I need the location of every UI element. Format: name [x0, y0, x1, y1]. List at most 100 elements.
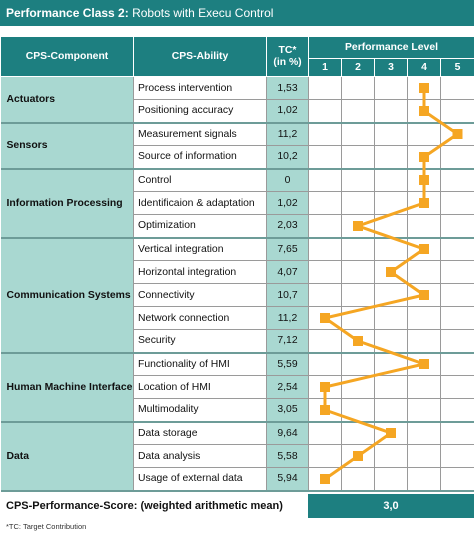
level-cell: [341, 76, 375, 100]
level-cell: [374, 168, 408, 192]
tc-cell: 4,07: [266, 260, 309, 284]
level-cell: [308, 375, 342, 399]
ability-cell: Location of HMI: [133, 375, 267, 399]
level-cell: [374, 329, 408, 354]
level-cell: [374, 122, 408, 146]
tc-cell: 7,12: [266, 329, 309, 354]
table-row: Communication Systems Vertical integratio…: [0, 237, 474, 354]
component-cell: Human Machine Interface: [0, 352, 134, 423]
level-cell: [374, 375, 408, 399]
level-cell: [440, 145, 474, 170]
level-cell: [440, 99, 474, 124]
level-cell: [374, 398, 408, 423]
level-cell: [341, 329, 375, 354]
level-cell: [308, 99, 342, 124]
tc-cell: 5,58: [266, 444, 309, 468]
level-cell: [407, 467, 441, 492]
col-ability-header: CPS-Ability: [133, 36, 267, 77]
level-cell: [440, 306, 474, 330]
level-cell: [407, 444, 441, 468]
level-cell: [407, 237, 441, 261]
level-cell: [308, 398, 342, 423]
level-cell: [440, 375, 474, 399]
level-cell: [341, 122, 375, 146]
level-cell: [341, 375, 375, 399]
level-cell: [374, 76, 408, 100]
level-cell: [308, 76, 342, 100]
performance-table: CPS-Component CPS-Ability TC* (in %) Per…: [0, 36, 474, 492]
level-cell: [374, 283, 408, 307]
tc-cell: 10,2: [266, 145, 309, 170]
level-cell: [341, 306, 375, 330]
table-row: Information Processing Control 0: [0, 168, 474, 239]
level-cell: [308, 467, 342, 492]
level-cell: [440, 352, 474, 376]
level-cell: [308, 329, 342, 354]
level-cell: [407, 329, 441, 354]
tc-cell: 9,64: [266, 421, 309, 445]
table-row: Sensors Measurement signals 11,2: [0, 122, 474, 170]
ability-cell: Measurement signals: [133, 122, 267, 146]
level-cell: [440, 398, 474, 423]
level-cell: [407, 375, 441, 399]
table-row: Data Data storage 9,64: [0, 421, 474, 492]
level-cell: [407, 99, 441, 124]
level-cell: [440, 444, 474, 468]
level-cell: [407, 191, 441, 215]
level-cell: [341, 467, 375, 492]
level-cell: [440, 237, 474, 261]
tc-cell: 5,59: [266, 352, 309, 376]
level-cell: [407, 352, 441, 376]
ability-cell: Network connection: [133, 306, 267, 330]
level-cell: [440, 214, 474, 239]
tc-cell: 11,2: [266, 122, 309, 146]
level-cell: [440, 467, 474, 492]
tc-cell: 1,02: [266, 99, 309, 124]
level-cell: [374, 467, 408, 492]
level-cell: [407, 398, 441, 423]
level-cell: [308, 306, 342, 330]
col-component-header: CPS-Component: [0, 36, 134, 77]
level-cell: [341, 260, 375, 284]
component-cell: Data: [0, 421, 134, 492]
col-tc-header: TC* (in %): [266, 36, 309, 77]
table-row: Human Machine Interface Functionality of …: [0, 352, 474, 423]
level-cell: [407, 76, 441, 100]
level-header: 3: [374, 58, 408, 77]
ability-cell: Functionality of HMI: [133, 352, 267, 376]
tc-cell: 0: [266, 168, 309, 192]
level-cell: [440, 283, 474, 307]
level-cell: [407, 283, 441, 307]
level-cell: [374, 145, 408, 170]
level-header: 5: [440, 58, 474, 77]
level-cell: [440, 168, 474, 192]
level-cell: [341, 398, 375, 423]
level-cell: [308, 444, 342, 468]
level-cell: [308, 421, 342, 445]
level-cell: [374, 444, 408, 468]
tc-cell: 1,53: [266, 76, 309, 100]
score-value: 3,0: [308, 494, 474, 518]
level-cell: [308, 168, 342, 192]
level-cell: [341, 444, 375, 468]
ability-cell: Data storage: [133, 421, 267, 445]
ability-cell: Usage of external data: [133, 467, 267, 492]
table-row: Actuators Process intervention 1,53: [0, 76, 474, 124]
ability-cell: Data analysis: [133, 444, 267, 468]
tc-cell: 2,03: [266, 214, 309, 239]
component-cell: Information Processing: [0, 168, 134, 239]
level-cell: [407, 306, 441, 330]
level-cell: [407, 421, 441, 445]
col-performance-header: Performance Level: [308, 36, 474, 59]
tc-cell: 10,7: [266, 283, 309, 307]
ability-cell: Connectivity: [133, 283, 267, 307]
ability-cell: Optimization: [133, 214, 267, 239]
level-cell: [341, 214, 375, 239]
ability-cell: Horizontal integration: [133, 260, 267, 284]
level-cell: [341, 168, 375, 192]
level-cell: [407, 122, 441, 146]
level-cell: [341, 99, 375, 124]
level-cell: [374, 237, 408, 261]
level-cell: [308, 352, 342, 376]
level-header: 1: [308, 58, 342, 77]
